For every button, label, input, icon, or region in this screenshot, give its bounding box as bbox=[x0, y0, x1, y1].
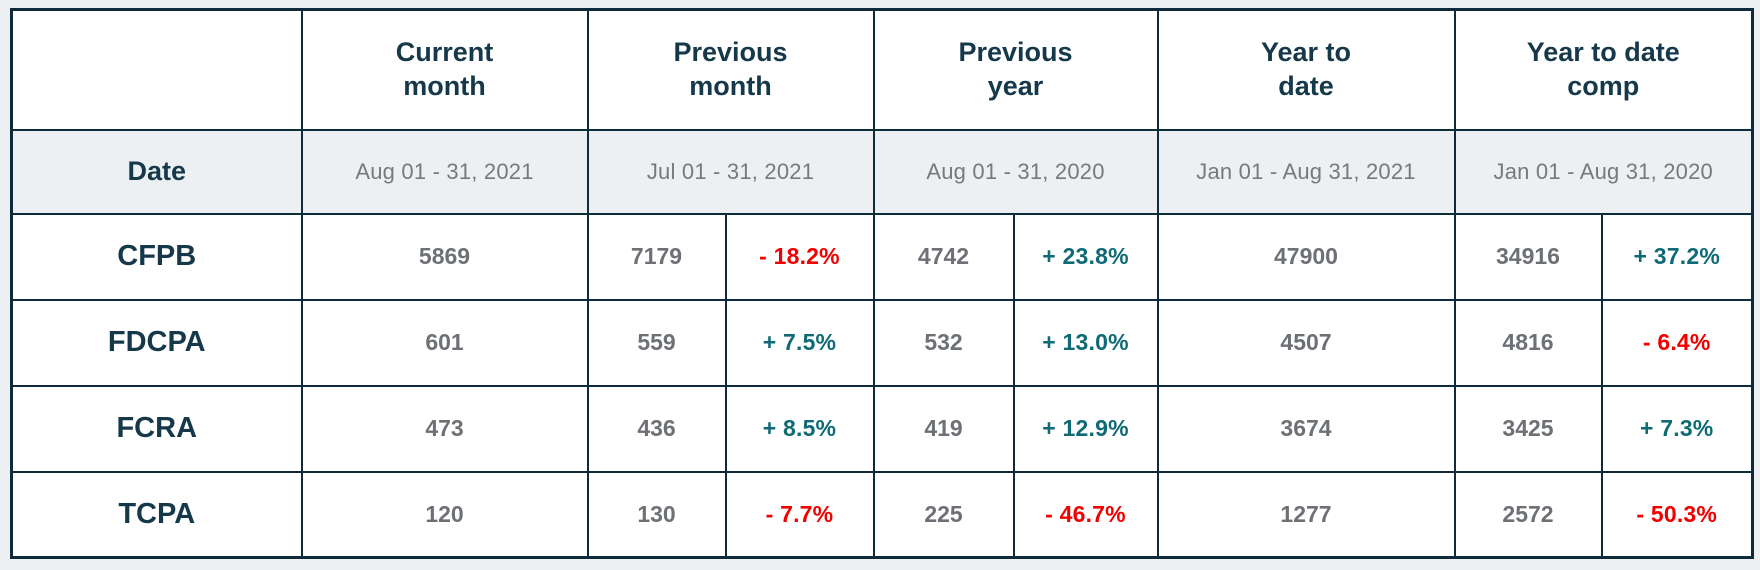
year-to-date-comp-pct: - 6.4% bbox=[1600, 298, 1754, 387]
date-range-previous-year: Aug 01 - 31, 2020 bbox=[872, 128, 1159, 215]
current-month-value: 5869 bbox=[300, 212, 589, 301]
column-header-current-month: Current month bbox=[300, 8, 589, 131]
current-month-value: 473 bbox=[300, 384, 589, 473]
metric-rows: CFPB 5869 7179- 18.2% 4742 + 23.8% 47900 34916… bbox=[10, 212, 1754, 559]
column-header-previous-year: Previous year bbox=[872, 8, 1159, 131]
previous-month-pct: + 7.5% bbox=[724, 298, 875, 387]
table-row: FDCPA 601 559 + 7.5% 532 + 13.0% 4507 4816- 6.4… bbox=[10, 298, 1754, 387]
previous-year-pct: - 46.7% bbox=[1012, 470, 1159, 559]
previous-year-value: 532 bbox=[872, 298, 1015, 387]
table-row: TCPA 120 130- 7.7% 225- 46.7% 1277 2572- 50.3… bbox=[10, 470, 1754, 559]
row-label: CFPB bbox=[10, 212, 303, 301]
year-to-date-value: 47900 bbox=[1156, 212, 1456, 301]
date-range-year-to-date-comp: Jan 01 - Aug 31, 2020 bbox=[1453, 128, 1754, 215]
table-row: FCRA 473 436 + 8.5% 419 + 12.9% 3674 3425 + 7.3% bbox=[10, 384, 1754, 473]
complaints-comparison-table: Current month Previous month Previous ye… bbox=[10, 8, 1754, 559]
row-label: TCPA bbox=[10, 470, 303, 559]
header-row: Current month Previous month Previous ye… bbox=[10, 8, 1754, 131]
previous-year-pct: + 13.0% bbox=[1012, 298, 1159, 387]
previous-month-pct: + 8.5% bbox=[724, 384, 875, 473]
column-header-previous-month: Previous month bbox=[586, 8, 875, 131]
date-range-previous-month: Jul 01 - 31, 2021 bbox=[586, 128, 875, 215]
year-to-date-value: 1277 bbox=[1156, 470, 1456, 559]
year-to-date-value: 4507 bbox=[1156, 298, 1456, 387]
column-header-year-to-date-comp: Year to date comp bbox=[1453, 8, 1754, 131]
date-range-year-to-date: Jan 01 - Aug 31, 2021 bbox=[1156, 128, 1456, 215]
previous-month-value: 559 bbox=[586, 298, 727, 387]
previous-year-pct: + 23.8% bbox=[1012, 212, 1159, 301]
current-month-value: 120 bbox=[300, 470, 589, 559]
column-header-year-to-date: Year to date bbox=[1156, 8, 1456, 131]
table-row: CFPB 5869 7179- 18.2% 4742 + 23.8% 47900 34916… bbox=[10, 212, 1754, 301]
previous-month-value: 7179 bbox=[586, 212, 727, 301]
year-to-date-comp-pct: + 7.3% bbox=[1600, 384, 1754, 473]
previous-month-value: 130 bbox=[586, 470, 727, 559]
previous-year-value: 419 bbox=[872, 384, 1015, 473]
previous-year-value: 4742 bbox=[872, 212, 1015, 301]
previous-year-pct: + 12.9% bbox=[1012, 384, 1159, 473]
previous-month-pct: - 7.7% bbox=[724, 470, 875, 559]
row-label: FCRA bbox=[10, 384, 303, 473]
date-range-current-month: Aug 01 - 31, 2021 bbox=[300, 128, 589, 215]
year-to-date-comp-value: 2572 bbox=[1453, 470, 1603, 559]
year-to-date-comp-value: 34916 bbox=[1453, 212, 1603, 301]
year-to-date-comp-value: 3425 bbox=[1453, 384, 1603, 473]
year-to-date-value: 3674 bbox=[1156, 384, 1456, 473]
corner-cell bbox=[10, 8, 303, 131]
date-row-label: Date bbox=[10, 128, 303, 215]
year-to-date-comp-value: 4816 bbox=[1453, 298, 1603, 387]
previous-year-value: 225 bbox=[872, 470, 1015, 559]
previous-month-pct: - 18.2% bbox=[724, 212, 875, 301]
previous-month-value: 436 bbox=[586, 384, 727, 473]
date-row: Date Aug 01 - 31, 2021 Jul 01 - 31, 2021… bbox=[10, 128, 1754, 215]
current-month-value: 601 bbox=[300, 298, 589, 387]
year-to-date-comp-pct: - 50.3% bbox=[1600, 470, 1754, 559]
year-to-date-comp-pct: + 37.2% bbox=[1600, 212, 1754, 301]
row-label: FDCPA bbox=[10, 298, 303, 387]
